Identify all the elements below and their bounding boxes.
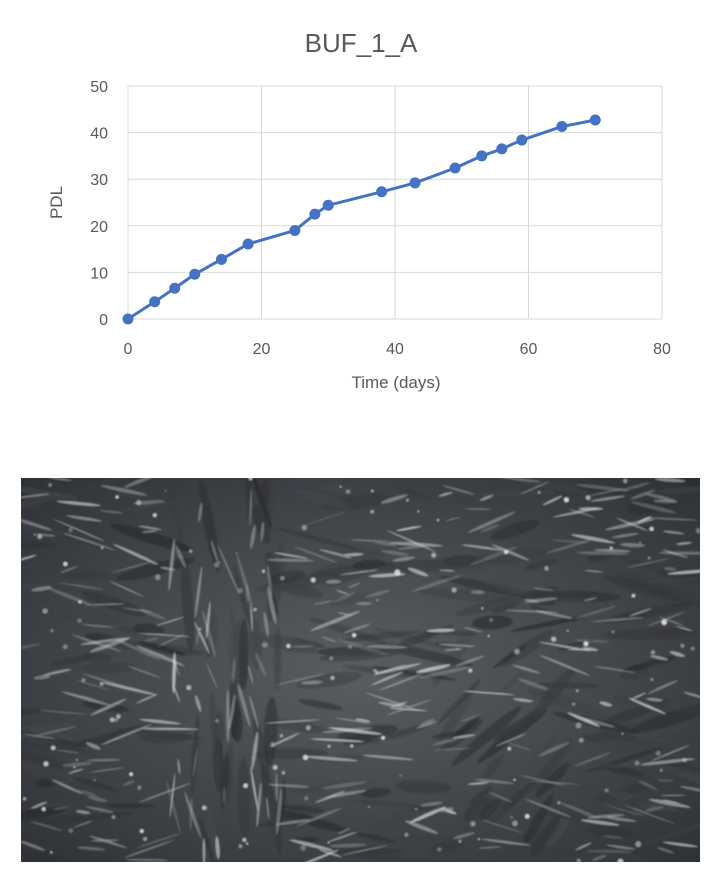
x-axis-label: Time (days) [351, 373, 440, 392]
y-tick-label: 0 [99, 312, 108, 329]
x-tick-label: 0 [124, 341, 133, 358]
x-tick-label: 80 [653, 341, 671, 358]
phase-contrast-cell-culture-micrograph-icon [21, 478, 700, 862]
pdl-line-chart: BUF_1_A 0 10 20 30 40 50 0 20 40 60 80 PDL Time (… [0, 0, 724, 420]
data-point [496, 143, 508, 155]
data-point [149, 296, 161, 308]
data-point [409, 177, 421, 189]
chart-title: BUF_1_A [305, 28, 418, 58]
y-tick-label: 40 [90, 126, 108, 143]
y-tick-label: 30 [90, 172, 108, 189]
data-point [376, 186, 388, 198]
series-line [126, 118, 597, 321]
data-point [516, 134, 528, 146]
x-tick-labels: 0 20 40 60 80 [124, 341, 671, 358]
data-point [449, 162, 461, 174]
data-point [476, 150, 488, 162]
data-point [289, 224, 301, 236]
y-tick-label: 20 [90, 219, 108, 236]
data-point [215, 253, 227, 265]
x-tick-label: 60 [520, 341, 538, 358]
data-point [122, 313, 134, 325]
data-point [589, 114, 601, 126]
data-point [322, 199, 334, 211]
data-point [242, 238, 254, 250]
y-tick-labels: 0 10 20 30 40 50 [90, 79, 108, 329]
y-tick-label: 10 [90, 265, 108, 282]
data-point [309, 208, 321, 220]
data-point [556, 121, 568, 133]
series-pdl [122, 114, 601, 325]
x-tick-label: 20 [253, 341, 271, 358]
chart-svg: BUF_1_A 0 10 20 30 40 50 0 20 40 60 80 PDL Time (… [47, 28, 671, 392]
y-tick-label: 50 [90, 79, 108, 96]
y-axis-label: PDL [47, 186, 66, 219]
grid-lines [127, 85, 663, 320]
data-point [169, 282, 181, 294]
cell-culture-micrograph [21, 478, 700, 862]
x-tick-label: 40 [386, 341, 404, 358]
data-point [189, 268, 201, 280]
